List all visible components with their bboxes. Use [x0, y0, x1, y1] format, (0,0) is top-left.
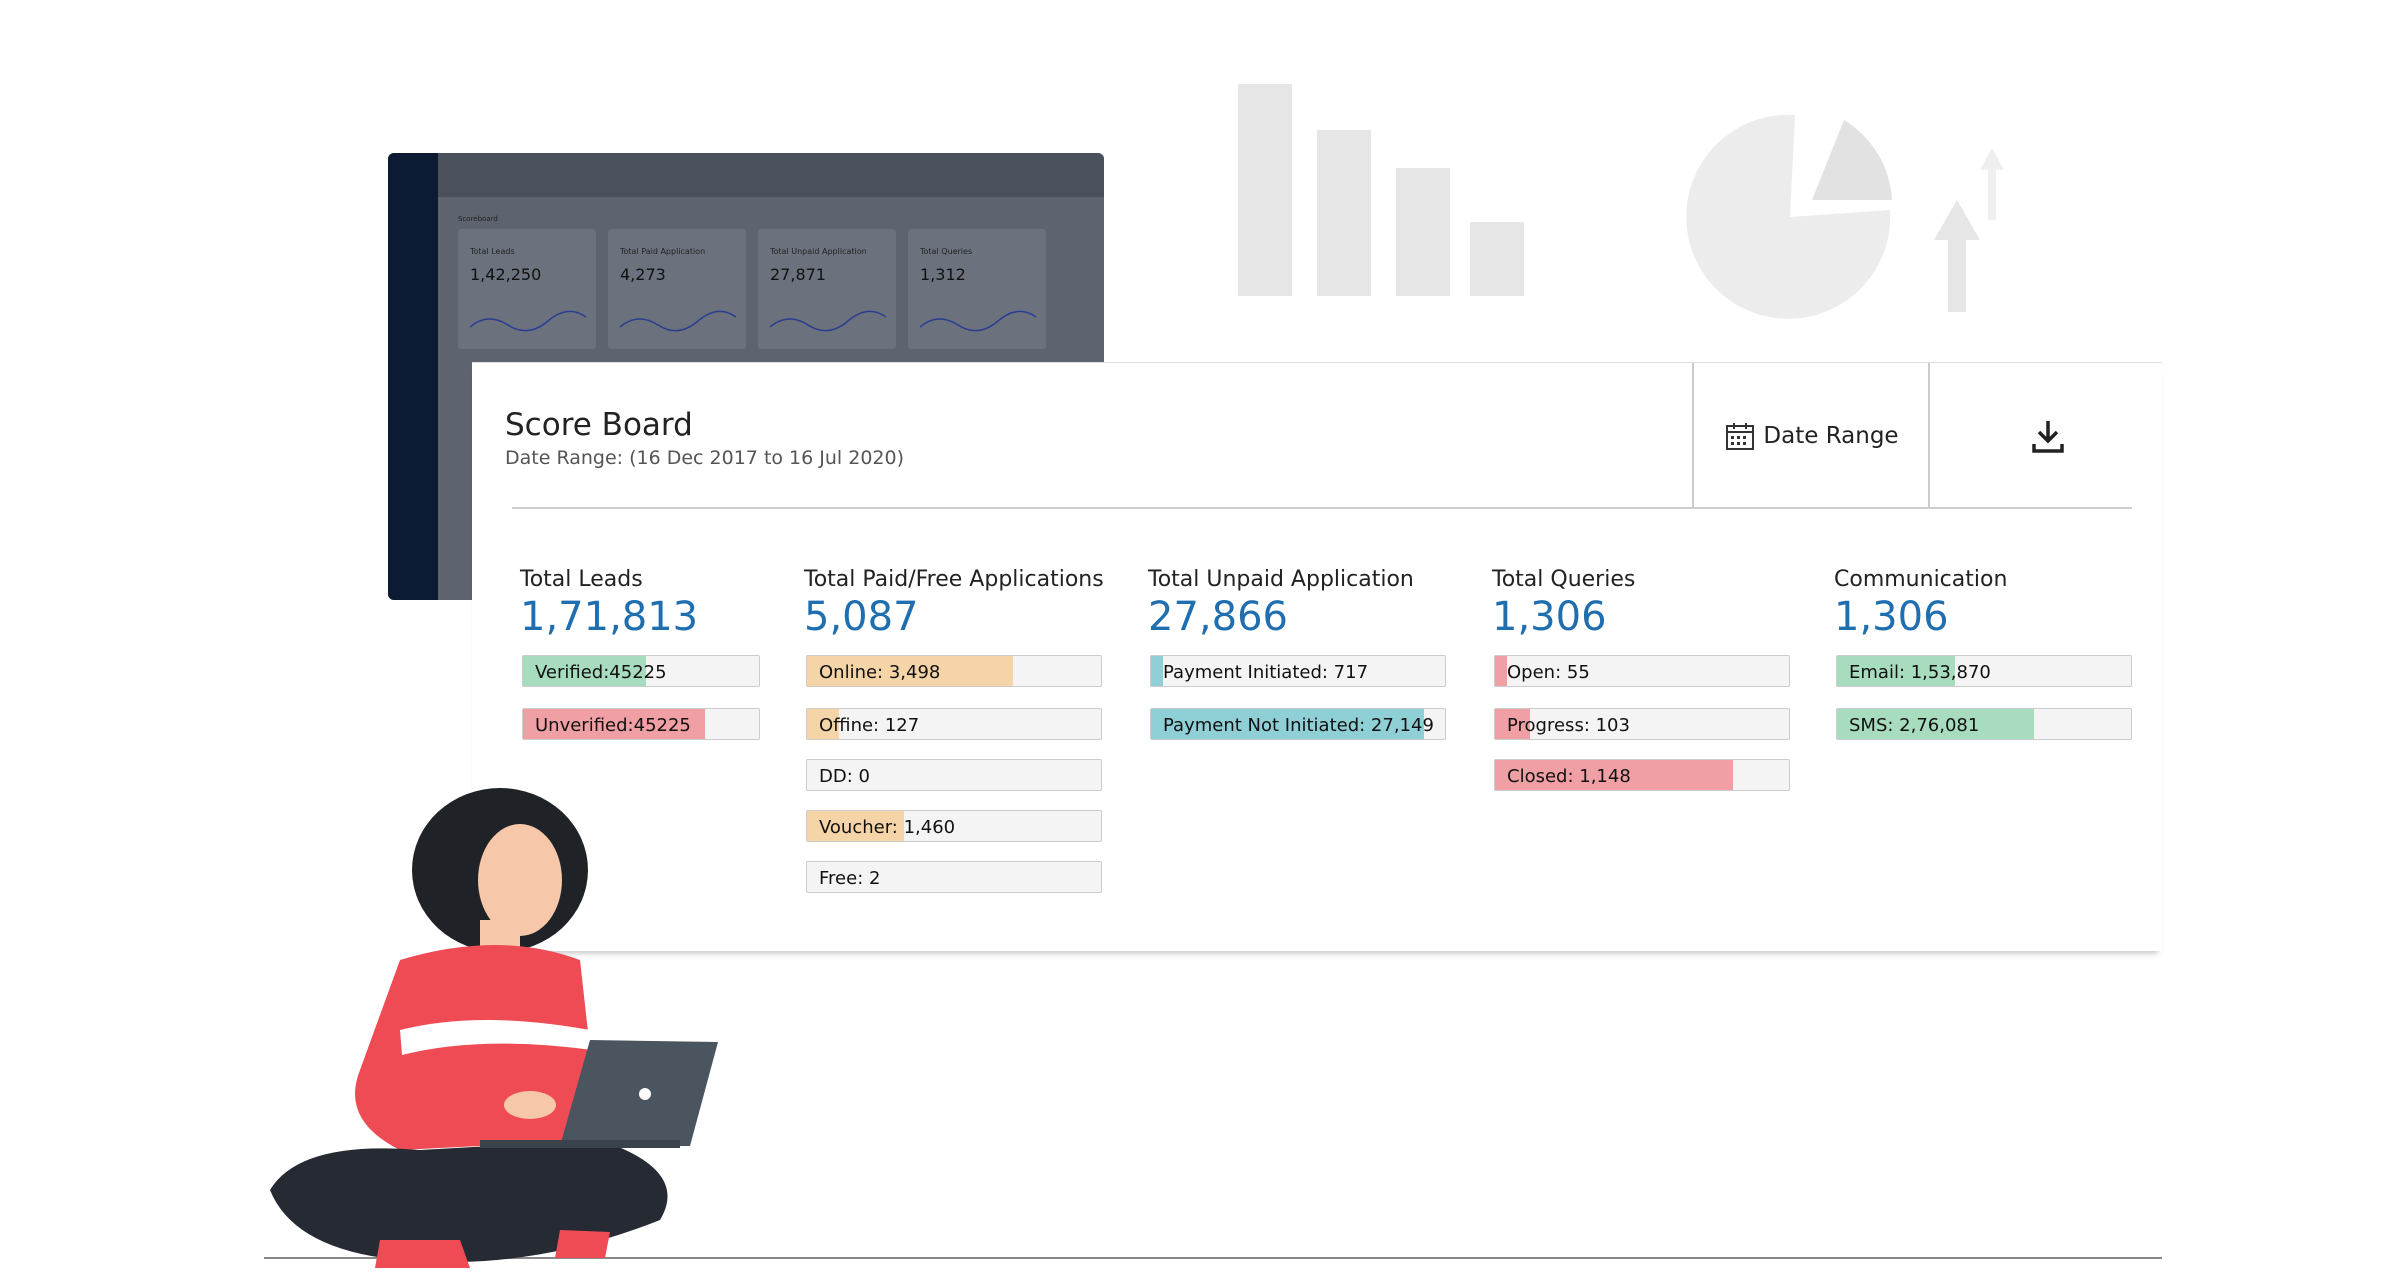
progress-label: Payment Initiated: 717 [1163, 662, 1369, 683]
stat-title: Communication [1834, 567, 2008, 592]
mini-card-label: Total Leads [470, 247, 515, 256]
progress-label: DD: 0 [819, 766, 870, 787]
mini-heading: Scoreboard [458, 215, 498, 223]
progress-fill [807, 811, 905, 841]
progress-fill [1837, 709, 2034, 739]
progress-label: Unverified:45225 [535, 715, 691, 736]
mini-card: Total Paid Application 4,273 [608, 229, 746, 349]
mini-card-value: 27,871 [770, 265, 826, 284]
sparkline [619, 310, 737, 332]
mini-card-label: Total Unpaid Application [770, 247, 867, 256]
stat-total: 1,306 [1834, 594, 1949, 640]
stat-column: Total Queries 1,306 [1492, 567, 1635, 640]
progress-fill [1151, 709, 1425, 739]
progress-bar: Closed: 1,148 [1494, 759, 1790, 791]
title: Score Board [505, 407, 693, 443]
stat-column: Total Paid/Free Applications 5,087 [804, 567, 1104, 640]
deco-bar [1470, 222, 1524, 296]
mini-card-value: 1,42,250 [470, 265, 542, 284]
download-button[interactable] [1930, 363, 2166, 509]
mini-card-label: Total Queries [920, 247, 973, 256]
stat-title: Total Unpaid Application [1148, 567, 1414, 592]
progress-label: Payment Not Initiated: 27,149 [1163, 715, 1434, 736]
progress-label: Progress: 103 [1507, 715, 1630, 736]
progress-fill [523, 656, 646, 686]
progress-fill [1151, 656, 1163, 686]
stat-column: Total Unpaid Application 27,866 [1148, 567, 1414, 640]
stat-total: 1,306 [1492, 594, 1607, 640]
progress-label: Voucher: 1,460 [819, 817, 956, 838]
deco-arrow [1980, 148, 2004, 220]
score-board: Score Board Date Range: (16 Dec 2017 to … [472, 362, 2162, 951]
sparkline [919, 310, 1037, 332]
progress-label: Online: 3,498 [819, 662, 941, 683]
progress-bar: DD: 0 [806, 759, 1102, 791]
progress-bar: Email: 1,53,870 [1836, 655, 2132, 687]
mini-card: Total Leads 1,42,250 [458, 229, 596, 349]
divider [1692, 363, 1694, 509]
progress-bar: Progress: 103 [1494, 708, 1790, 740]
sidebar [388, 153, 438, 600]
divider [512, 507, 2132, 509]
date-range-button[interactable]: Date Range [1694, 363, 1930, 509]
sparkline [769, 310, 887, 332]
topbar [438, 153, 1104, 197]
progress-label: SMS: 2,76,081 [1849, 715, 1980, 736]
progress-bar: SMS: 2,76,081 [1836, 708, 2132, 740]
progress-label: Verified:45225 [535, 662, 667, 683]
mini-card-value: 4,273 [620, 265, 666, 284]
mini-card: Total Queries 1,312 [908, 229, 1046, 349]
deco-pie-slice [1812, 120, 1892, 200]
download-icon [2032, 421, 2064, 453]
stat-total: 1,71,813 [520, 594, 699, 640]
progress-fill [1495, 760, 1734, 790]
progress-bar: Free: 2 [806, 861, 1102, 893]
progress-label: Open: 55 [1507, 662, 1590, 683]
deco-bar [1396, 168, 1450, 296]
progress-bar: Verified:45225 [522, 655, 760, 687]
progress-label: Email: 1,53,870 [1849, 662, 1991, 683]
progress-fill [1495, 656, 1507, 686]
progress-fill [1495, 709, 1531, 739]
progress-fill [807, 656, 1013, 686]
progress-label: Offine: 127 [819, 715, 920, 736]
date-range: Date Range: (16 Dec 2017 to 16 Jul 2020) [505, 447, 904, 469]
mini-card-value: 1,312 [920, 265, 966, 284]
deco-bar [1317, 130, 1371, 296]
stat-column: Communication 1,306 [1834, 567, 2007, 640]
progress-bar: Payment Not Initiated: 27,149 [1150, 708, 1446, 740]
progress-bar: Payment Initiated: 717 [1150, 655, 1446, 687]
sparkline [469, 310, 587, 332]
progress-bar: Offine: 127 [806, 708, 1102, 740]
deco-pie [1686, 114, 1891, 319]
progress-label: Closed: 1,148 [1507, 766, 1631, 787]
stat-title: Total Paid/Free Applications [804, 567, 1104, 592]
stat-title: Total Queries [1492, 567, 1636, 592]
progress-bar: Online: 3,498 [806, 655, 1102, 687]
progress-label: Free: 2 [819, 868, 881, 889]
divider [1928, 363, 1930, 509]
progress-bar: Open: 55 [1494, 655, 1790, 687]
mini-card: Total Unpaid Application 27,871 [758, 229, 896, 349]
calendar-icon [1726, 423, 1755, 450]
stat-total: 27,866 [1148, 594, 1288, 640]
mini-card-label: Total Paid Application [620, 247, 706, 256]
progress-fill [1837, 656, 1955, 686]
stat-column: Total Leads 1,71,813 [520, 567, 698, 640]
stat-title: Total Leads [520, 567, 643, 592]
progress-bar: Voucher: 1,460 [806, 810, 1102, 842]
deco-bar [1238, 84, 1292, 296]
button-label: Date Range [1763, 423, 1899, 449]
progress-fill [807, 709, 840, 739]
progress-fill [523, 709, 705, 739]
progress-bar: Unverified:45225 [522, 708, 760, 740]
stat-total: 5,087 [804, 594, 919, 640]
deco-arrow [1934, 200, 1980, 312]
